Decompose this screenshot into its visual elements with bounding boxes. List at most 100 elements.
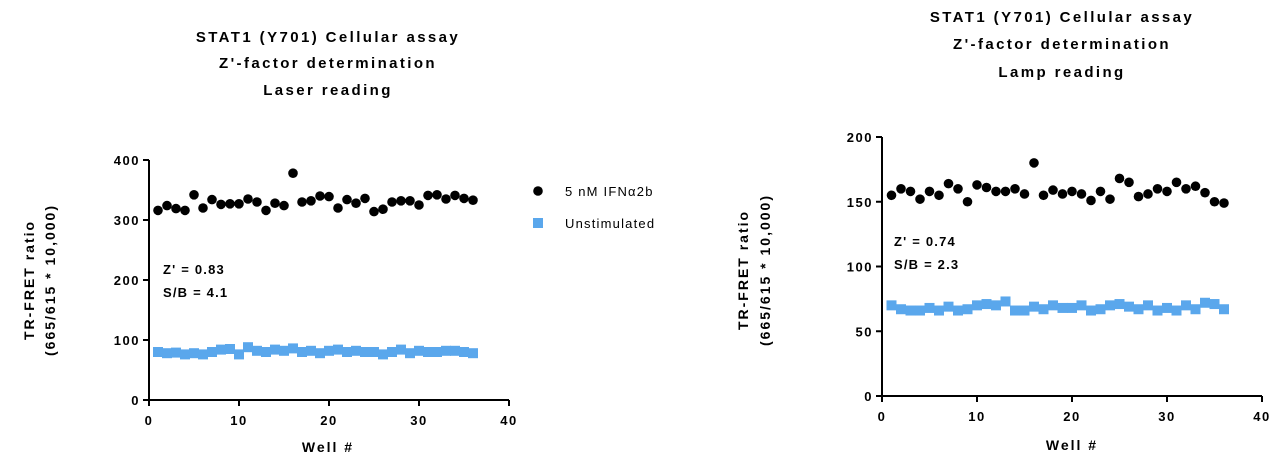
data-point-stimulated — [369, 206, 379, 217]
x-tick-label: 30 — [410, 413, 427, 428]
data-point-unstimulated — [1095, 304, 1106, 315]
data-point-stimulated — [423, 190, 433, 201]
data-point-unstimulated — [886, 300, 897, 311]
data-point-unstimulated — [270, 344, 280, 355]
x-tick-label: 10 — [968, 409, 985, 424]
data-point-stimulated — [234, 199, 244, 209]
data-point-unstimulated — [896, 304, 906, 315]
data-point-unstimulated — [387, 347, 397, 357]
data-point-stimulated — [1029, 158, 1039, 168]
data-point-unstimulated — [378, 349, 388, 360]
data-point-stimulated — [1133, 191, 1144, 202]
data-point-stimulated — [981, 182, 992, 193]
data-point-unstimulated — [1171, 305, 1182, 316]
data-point-stimulated — [1038, 190, 1049, 201]
data-point-stimulated — [414, 200, 424, 210]
data-point-stimulated — [405, 196, 415, 206]
data-point-stimulated — [432, 190, 442, 200]
data-point-stimulated — [459, 193, 469, 204]
data-point-stimulated — [1105, 194, 1115, 204]
data-point-unstimulated — [225, 344, 235, 354]
data-point-stimulated — [1143, 189, 1153, 199]
data-point-stimulated — [943, 178, 954, 189]
data-point-stimulated — [1048, 185, 1058, 195]
chart-title-line-2: Z'-factor determination — [953, 36, 1171, 53]
data-point-unstimulated — [216, 344, 226, 355]
signal-background-annotation: S/B = 4.1 — [163, 285, 228, 300]
data-point-stimulated — [924, 186, 935, 197]
data-point-unstimulated — [306, 345, 316, 356]
y-tick-label: 50 — [856, 324, 873, 339]
data-point-stimulated — [1200, 187, 1210, 198]
data-point-unstimulated — [991, 300, 1001, 311]
data-point-unstimulated — [934, 305, 944, 316]
data-point-stimulated — [324, 191, 334, 202]
chart-laser: STAT1 (Y701) Cellular assay Z'-factor de… — [21, 29, 517, 455]
data-point-stimulated — [297, 197, 307, 207]
legend-label-stimulated: 5 nM IFNα2b — [565, 184, 654, 199]
y-tick-label: 300 — [114, 213, 140, 228]
data-point-stimulated — [180, 205, 190, 216]
data-point-stimulated — [441, 194, 451, 204]
data-point-unstimulated — [207, 347, 217, 357]
data-point-unstimulated — [351, 345, 361, 356]
data-point-stimulated — [1114, 173, 1125, 184]
y-tick-label: 100 — [847, 260, 873, 275]
data-point-stimulated — [252, 197, 262, 207]
data-point-stimulated — [216, 199, 226, 210]
data-point-stimulated — [171, 203, 181, 214]
y-tick-label: 200 — [114, 273, 140, 288]
x-tick-label: 40 — [500, 413, 517, 428]
data-point-unstimulated — [1162, 302, 1172, 313]
y-tick-label: 100 — [114, 333, 140, 348]
data-point-unstimulated — [1038, 304, 1049, 315]
data-point-stimulated — [886, 190, 897, 201]
data-point-unstimulated — [943, 301, 954, 312]
data-point-stimulated — [270, 198, 280, 208]
data-point-unstimulated — [1000, 296, 1011, 307]
data-point-unstimulated — [198, 349, 208, 360]
data-point-stimulated — [991, 186, 1001, 197]
y-axis-label-line-1: TR-FRET ratio — [735, 210, 751, 330]
data-point-stimulated — [450, 190, 460, 201]
chart-title-line-1: STAT1 (Y701) Cellular assay — [196, 29, 460, 46]
data-point-unstimulated — [915, 305, 925, 316]
data-point-stimulated — [1086, 195, 1096, 206]
data-point-unstimulated — [1067, 302, 1077, 313]
z-factor-annotation: Z' = 0.74 — [894, 234, 956, 249]
data-point-unstimulated — [1133, 304, 1144, 315]
data-point-unstimulated — [1190, 304, 1201, 315]
data-point-unstimulated — [468, 348, 478, 359]
data-point-stimulated — [207, 194, 217, 205]
data-point-stimulated — [915, 194, 925, 204]
data-point-stimulated — [972, 180, 982, 190]
signal-background-annotation: S/B = 2.3 — [894, 257, 959, 272]
x-tick-label: 20 — [1063, 409, 1080, 424]
x-axis-label: Well # — [302, 439, 354, 455]
data-point-stimulated — [896, 184, 906, 194]
data-point-stimulated — [315, 191, 325, 201]
data-point-stimulated — [905, 186, 916, 197]
data-point-unstimulated — [1019, 305, 1030, 316]
x-tick-label: 0 — [145, 413, 154, 428]
data-point-stimulated — [342, 194, 352, 205]
data-point-stimulated — [333, 203, 343, 213]
data-point-stimulated — [1171, 177, 1182, 188]
data-point-stimulated — [387, 197, 397, 207]
data-point-unstimulated — [243, 342, 253, 353]
y-tick-label: 200 — [847, 130, 873, 145]
data-point-unstimulated — [405, 348, 415, 359]
chart-title-line-3: Lamp reading — [998, 64, 1125, 81]
data-point-unstimulated — [234, 349, 244, 360]
data-point-stimulated — [225, 199, 235, 209]
data-point-stimulated — [189, 190, 199, 200]
data-point-unstimulated — [953, 305, 963, 316]
y-tick-label: 150 — [847, 195, 873, 210]
chart-lamp: STAT1 (Y701) Cellular assay Z'-factor de… — [735, 9, 1269, 453]
data-point-unstimulated — [450, 345, 460, 356]
data-point-stimulated — [962, 196, 973, 207]
data-point-stimulated — [243, 194, 253, 204]
data-point-stimulated — [351, 198, 361, 208]
data-point-unstimulated — [1048, 300, 1058, 311]
